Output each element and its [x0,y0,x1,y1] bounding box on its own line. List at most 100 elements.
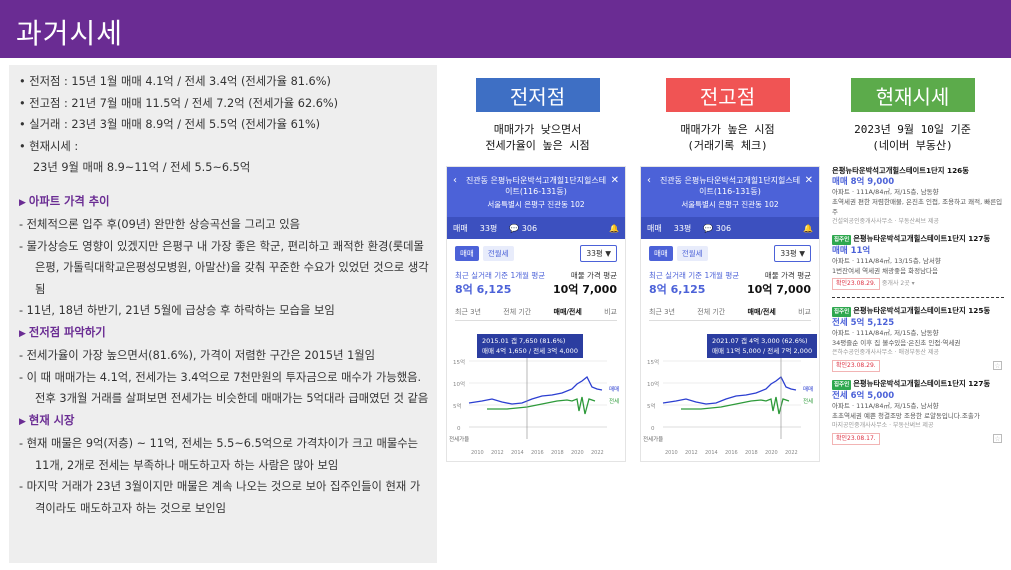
title-bar: 과거시세 [0,0,1011,58]
listing-source: 마지공인중개사사무소 · 부동산써브 제공 [832,422,934,429]
list-item: - 마지막 거래가 23년 3월이지만 매물은 계속 나오는 것으로 보아 집주… [19,480,421,515]
tab-compare[interactable]: 비교 [604,308,617,316]
deal-type-filter[interactable]: 매매 [647,223,662,233]
column-low: 전저점 매매가가 낮으면서 전세가율이 높은 시점 [450,78,625,154]
tab-3yr[interactable]: 최근 3년 [455,308,481,316]
owner-tag: 집주인 [832,307,852,317]
avg-listing-label: 매물 가격 평균 [764,271,811,280]
caption-low: 매매가가 낮으면서 전세가율이 높은 시점 [485,123,590,152]
listing-spec: 아파트 · 111A/84㎡, 저/15층, 남동향 [832,188,939,196]
phone-screenshot-high: ‹ 진관동 은평뉴타운박석고개힐1단지힐스테 이트(116-131동) 서울특별시… [640,166,820,462]
size-filter[interactable]: 33평 [673,223,692,233]
jeonse-rate-label: 전세가율 [449,435,469,443]
owner-tag: 집주인 [832,235,852,245]
legend-jeonse: 전세 [609,397,619,405]
listing-item[interactable]: 집주인 은평뉴타운박석고개힐스테이트1단지 127동 전세 6억 5,000 아파… [832,379,1004,445]
listing-spec: 아파트 · 111A/84㎡, 저/15층, 남동향 [832,329,939,337]
list-item: - 전세가율이 가장 높으면서(81.6%), 가격이 저렴한 구간은 2015… [19,349,376,362]
owner-tag: 집주인 [832,380,852,390]
deal-type-filter[interactable]: 매매 [453,223,468,233]
listing-price: 전세 6억 5,000 [832,391,895,401]
tab-sale-jeonse[interactable]: 매매/전세 [553,308,582,316]
y-tick: 5억 [647,402,656,410]
star-icon[interactable]: ☆ [993,434,1002,443]
broker-count[interactable]: 중개사 2곳 ▾ [881,280,915,287]
tooltip-low: 2015.01 갭 7,650 (81.6%) 매매 4억 1,650 / 전세 … [477,334,583,358]
listing-count[interactable]: 💬 306 [509,223,538,233]
complex-address: 서울특별시 은평구 진관동 102 [681,200,779,209]
x-tick: 2020 [765,450,778,456]
x-tick: 2020 [571,450,584,456]
avg-recent-label: 최근 실거래 기준 1개월 평균 [455,271,546,280]
jeonse-line [681,396,790,415]
y-tick: 5억 [453,402,462,410]
x-tick: 2016 [531,450,544,456]
column-high: 전고점 매매가가 높은 시점 (거래기록 체크) [640,78,815,154]
caption-current: 2023년 9월 10일 기준 (네이버 부동산) [854,123,971,152]
listing-panel: 은평뉴타운박석고개힐스테이트1단지 126동 매매 8억 9,000 아파트 ·… [832,166,1004,468]
avg-recent-value: 8억 6,125 [649,283,706,296]
summary-panel: • 전저점 : 15년 1월 매매 4.1억 / 전세 3.4억 (전세가율 8… [9,65,437,563]
toggle-rent[interactable]: 전월세 [676,246,708,261]
back-icon[interactable]: ‹ [453,175,457,186]
listing-desc: 초역세권 편한 저렴한매물, 은진초 인접, 조용하고 쾌적, 빠른입주 [832,198,1003,216]
y-tick: 10억 [453,380,465,388]
listing-source: 은하수공인중개사사무소 · 매경부동산 제공 [832,349,939,356]
listing-spec: 아파트 · 111A/84㎡, 저/15층, 남서향 [832,402,939,410]
phone-header: ‹ 진관동 은평뉴타운박석고개힐1단지힐스테 이트(116-131동) 서울특별시… [447,167,625,239]
back-icon[interactable]: ‹ [647,175,651,186]
avg-listing-value: 10억 7,000 [552,283,617,296]
listing-item[interactable]: 은평뉴타운박석고개힐스테이트1단지 126동 매매 8억 9,000 아파트 ·… [832,166,1004,227]
bell-icon[interactable]: 🔔 [803,223,813,233]
section-heading-trend: ▶ 아파트 가격 추이 [19,194,110,208]
sale-line [662,375,797,405]
listing-title[interactable]: 은평뉴타운박석고개힐스테이트1단지 125동 [853,306,991,315]
listing-item[interactable]: 집주인 은평뉴타운박석고개힐스테이트1단지 125동 전세 5억 5,125 아파… [832,306,1004,372]
price-chart: 15억 10억 5억 0 매매 전세 전세가율 2010 2012 2014 2… [643,351,813,456]
tab-all[interactable]: 전체 기간 [697,308,726,316]
legend-sale: 매매 [803,385,813,393]
listing-count[interactable]: 💬 306 [703,223,732,233]
page-title: 과거시세 [16,17,124,50]
listing-title[interactable]: 은평뉴타운박석고개힐스테이트1단지 127동 [853,379,991,388]
listing-title[interactable]: 은평뉴타운박석고개힐스테이트1단지 126동 [832,166,969,175]
bullet-low: • 전저점 : 15년 1월 매매 4.1억 / 전세 3.4억 (전세가율 8… [19,75,331,88]
bullet-current: • 현재시세 : [19,139,79,153]
dashed-divider [832,297,1004,298]
complex-title: 진관동 은평뉴타운박석고개힐1단지힐스테 이트(116-131동) [659,176,801,196]
tab-compare[interactable]: 비교 [798,308,811,316]
size-filter[interactable]: 33평 [479,223,498,233]
section-heading-market: ▶ 현재 시장 [19,413,75,427]
x-tick: 2016 [725,450,738,456]
x-tick: 2018 [551,450,564,456]
size-select[interactable]: 33평 ▼ [774,245,811,262]
listing-price: 매매 11억 [832,246,871,256]
tab-3yr[interactable]: 최근 3년 [649,308,675,316]
filter-bar: 매매 33평 💬 306 🔔 [447,217,625,239]
toggle-rent[interactable]: 전월세 [482,246,514,261]
bullet-actual: • 실거래 : 23년 3월 매매 8.9억 / 전세 5.5억 (전세가율 6… [19,118,321,131]
badge-low: 전저점 [475,78,600,112]
listing-desc: 초초역세권 예쁜 청결조망 조용한 로얄동입니다.조출가 [832,412,980,420]
close-icon[interactable]: ✕ [804,175,813,186]
size-select[interactable]: 33평 ▼ [580,245,617,262]
y-tick: 0 [457,426,461,432]
close-icon[interactable]: ✕ [610,175,619,186]
listing-item[interactable]: 집주인 은평뉴타운박석고개힐스테이트1단지 127동 매매 11억 아파트 · 1… [832,234,1004,290]
listing-title[interactable]: 은평뉴타운박석고개힐스테이트1단지 127동 [853,234,991,243]
y-tick: 15억 [647,358,659,366]
listing-spec: 아파트 · 111A/84㎡, 13/15층, 남서향 [832,257,941,265]
tooltip-high: 2021.07 갭 4억 3,000 (62.6%) 매매 11억 5,000 /… [707,334,818,358]
bell-icon[interactable]: 🔔 [609,223,619,233]
tab-sale-jeonse[interactable]: 매매/전세 [747,308,776,316]
listing-source: 건설외공인중개사사무소 · 부동산써브 제공 [832,218,939,225]
tab-all[interactable]: 전체 기간 [503,308,532,316]
legend-jeonse: 전세 [803,397,813,405]
current-detail: 23년 9월 매매 8.9~11억 / 전세 5.5~6.5억 [33,161,251,174]
toggle-sale[interactable]: 매매 [649,246,673,261]
column-current: 현재시세 2023년 9월 10일 기준 (네이버 부동산) [825,78,1000,154]
list-item: - 물가상승도 영향이 있겠지만 은평구 내 가장 좋은 학군, 편리하고 쾌적… [19,239,429,296]
avg-listing-value: 10억 7,000 [746,283,811,296]
toggle-sale[interactable]: 매매 [455,246,479,261]
star-icon[interactable]: ☆ [993,361,1002,370]
